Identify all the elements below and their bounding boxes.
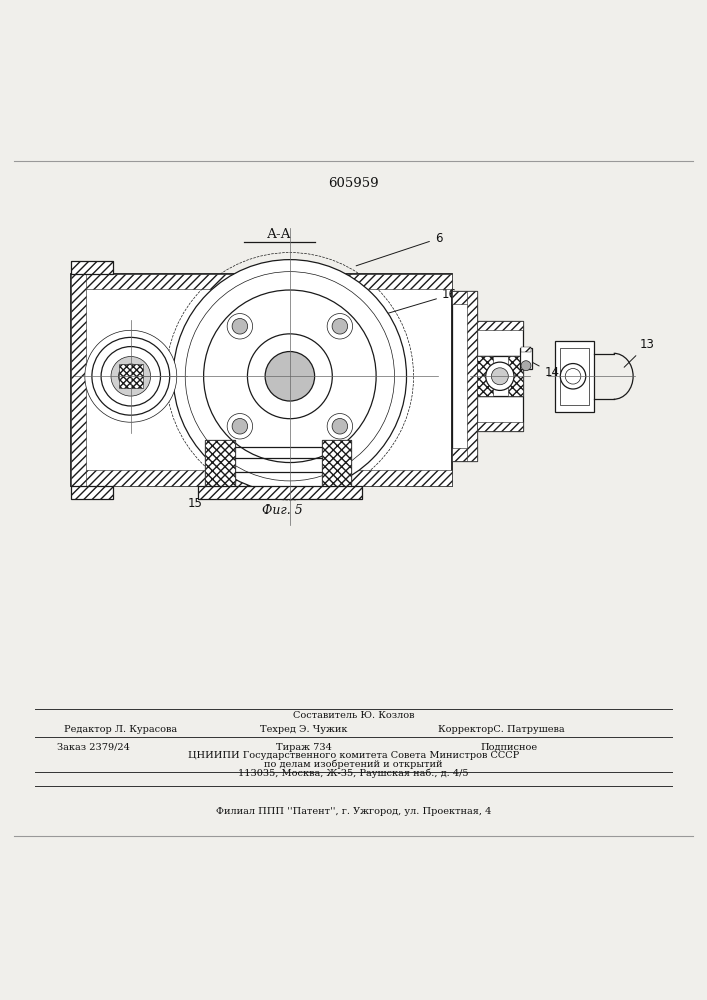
- Circle shape: [85, 330, 177, 422]
- Circle shape: [101, 347, 160, 406]
- Text: по делам изобретений и открытий: по делам изобретений и открытий: [264, 760, 443, 769]
- Circle shape: [247, 334, 332, 419]
- Bar: [555, 341, 594, 412]
- Circle shape: [327, 414, 353, 439]
- Text: А-А: А-А: [267, 228, 291, 241]
- Text: 605959: 605959: [328, 177, 379, 190]
- Circle shape: [111, 356, 151, 396]
- Text: Тираж 734: Тираж 734: [276, 743, 332, 752]
- Circle shape: [332, 418, 348, 434]
- Circle shape: [119, 364, 143, 388]
- Bar: [205, 440, 235, 489]
- Circle shape: [204, 290, 376, 463]
- Bar: [520, 348, 532, 369]
- Bar: [71, 261, 113, 274]
- Bar: [71, 261, 113, 274]
- Bar: [71, 486, 113, 499]
- Text: 6: 6: [356, 232, 443, 266]
- Circle shape: [560, 364, 585, 389]
- Text: КорректорС. Патрушева: КорректорС. Патрушева: [438, 725, 565, 734]
- Bar: [477, 356, 523, 396]
- Bar: [477, 321, 523, 330]
- Text: Заказ 2379/24: Заказ 2379/24: [57, 743, 129, 752]
- Bar: [477, 422, 523, 431]
- Bar: [477, 356, 493, 396]
- Bar: [71, 486, 113, 499]
- Bar: [477, 396, 523, 431]
- Circle shape: [92, 337, 170, 415]
- Circle shape: [327, 314, 353, 339]
- Text: Филиал ППП ''Патент'', г. Ужгород, ул. Проектная, 4: Филиал ППП ''Патент'', г. Ужгород, ул. П…: [216, 807, 491, 816]
- Bar: [71, 274, 452, 486]
- Bar: [71, 274, 86, 486]
- Circle shape: [227, 414, 252, 439]
- Text: 14: 14: [527, 360, 559, 379]
- Bar: [477, 321, 523, 356]
- Circle shape: [491, 368, 508, 385]
- Bar: [198, 486, 362, 499]
- Text: Фиг. 5: Фиг. 5: [262, 504, 303, 517]
- Circle shape: [232, 418, 247, 434]
- Text: Подписное: Подписное: [481, 743, 538, 752]
- Text: 15: 15: [187, 491, 206, 510]
- Text: Редактор Л. Курасова: Редактор Л. Курасова: [64, 725, 177, 734]
- Text: ЦНИИПИ Государственного комитета Совета Министров СССР: ЦНИИПИ Государственного комитета Совета …: [188, 751, 519, 760]
- Bar: [198, 486, 362, 499]
- Bar: [521, 347, 531, 352]
- Bar: [322, 440, 351, 489]
- Circle shape: [332, 319, 348, 334]
- Text: 113035, Москва, Ж-35, Раушская наб., д. 4/5: 113035, Москва, Ж-35, Раушская наб., д. …: [238, 768, 469, 778]
- Text: 16: 16: [381, 288, 457, 315]
- Circle shape: [232, 319, 247, 334]
- Text: Составитель Ю. Козлов: Составитель Ю. Козлов: [293, 711, 414, 720]
- Text: 13: 13: [624, 338, 655, 367]
- Bar: [452, 291, 477, 461]
- Circle shape: [265, 352, 315, 401]
- Bar: [119, 364, 143, 388]
- Circle shape: [173, 260, 407, 493]
- Text: Техред Э. Чужик: Техред Э. Чужик: [260, 725, 348, 734]
- Circle shape: [521, 361, 531, 371]
- Bar: [71, 274, 452, 289]
- Bar: [452, 448, 477, 461]
- Bar: [467, 291, 477, 461]
- Circle shape: [486, 362, 514, 390]
- Bar: [71, 470, 452, 486]
- Bar: [452, 291, 477, 304]
- Circle shape: [227, 314, 252, 339]
- Bar: [560, 348, 589, 405]
- Bar: [322, 440, 351, 489]
- Bar: [205, 440, 235, 489]
- Bar: [508, 356, 523, 396]
